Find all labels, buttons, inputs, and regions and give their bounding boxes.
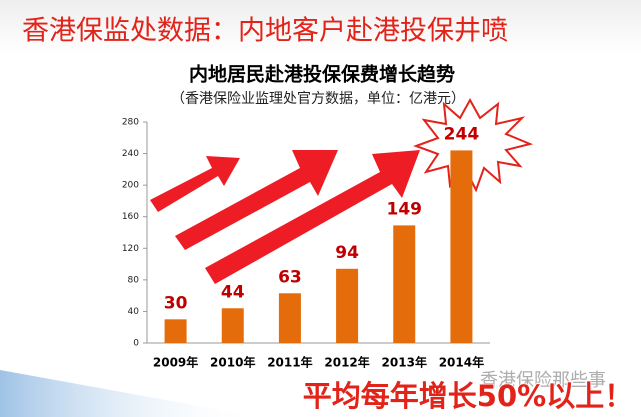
arrows — [150, 150, 420, 284]
chart-title: 内地居民赴港投保保费增长趋势 — [189, 63, 455, 86]
bar — [221, 308, 244, 343]
chart-subtitle: （香港保险业监理处官方数据，单位：亿港元） — [171, 91, 465, 107]
starburst — [413, 97, 534, 193]
y-tick-label: 0 — [133, 339, 139, 349]
y-tick-label: 120 — [122, 244, 139, 254]
x-tick-label: 2011年 — [267, 355, 312, 370]
x-tick-label: 2009年 — [153, 355, 198, 370]
y-tick-label: 280 — [122, 118, 139, 128]
data-label: 30 — [164, 293, 188, 313]
watermark: 香港保险那些事 — [480, 370, 606, 391]
data-label: 94 — [335, 243, 359, 263]
bar — [450, 150, 473, 343]
bar — [164, 319, 187, 343]
bar — [393, 225, 416, 343]
plot: 0 40 80 120 160 200 240 280 2009年 30 2010年 44 2011年 6… — [122, 118, 490, 370]
y-tick-label: 80 — [128, 275, 140, 285]
bar — [336, 268, 359, 343]
y-tick-label: 200 — [122, 181, 139, 191]
data-label: 63 — [278, 267, 302, 287]
x-tick-label: 2014年 — [439, 355, 484, 370]
y-tick-label: 240 — [122, 149, 139, 159]
decor — [0, 370, 260, 417]
bar — [278, 293, 301, 343]
y-tick-label: 160 — [122, 212, 139, 222]
data-label: 149 — [387, 199, 423, 219]
header: 香港保监处数据：内地客户赴港投保井喷 — [22, 16, 508, 47]
banner: 平均每年增长50%以上！ — [303, 379, 633, 413]
y-tick-label: 40 — [128, 307, 140, 317]
data-label: 44 — [221, 282, 245, 302]
x-tick-label: 2012年 — [324, 355, 369, 370]
x-tick-label: 2013年 — [382, 355, 427, 370]
data-label: 244 — [444, 124, 480, 144]
x-tick-label: 2010年 — [210, 355, 255, 370]
